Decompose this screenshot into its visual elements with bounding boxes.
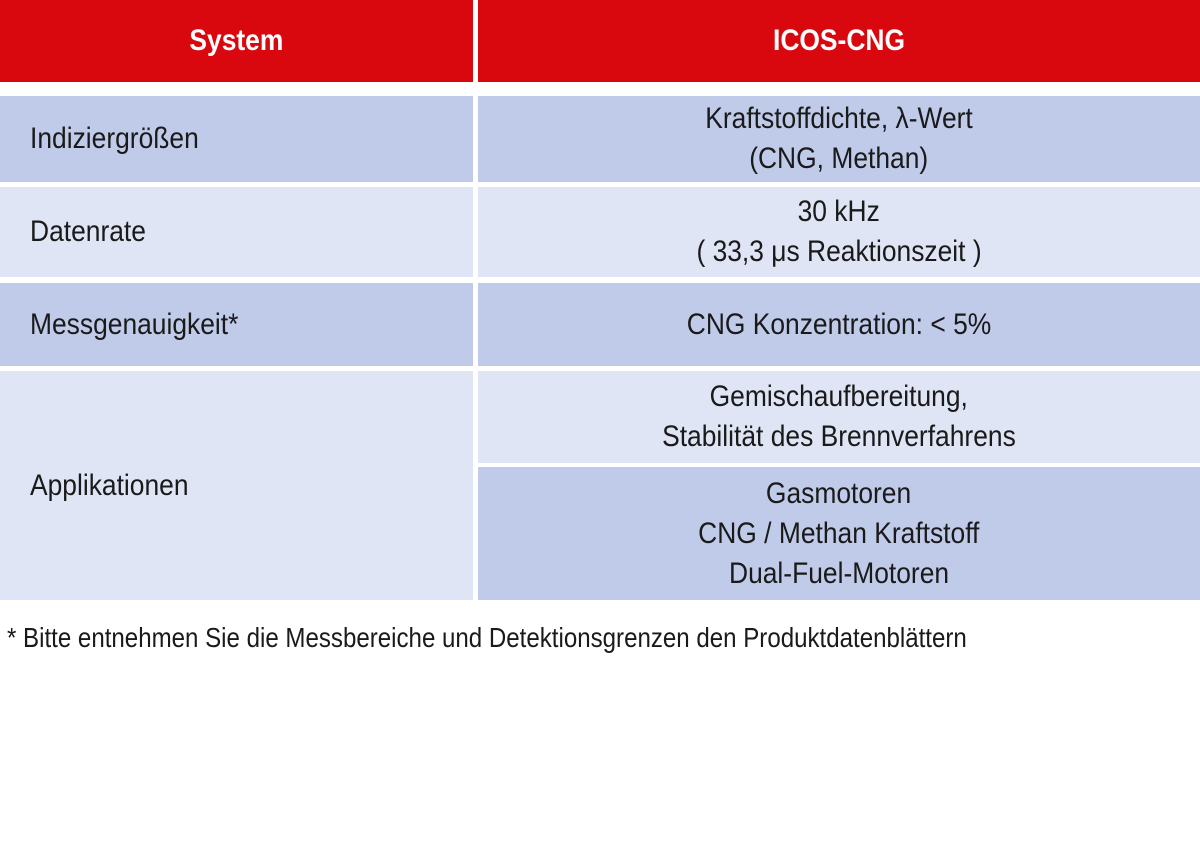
row-indizier-value: Kraftstoffdichte, λ-Wert (CNG, Methan) bbox=[478, 96, 1200, 182]
row-genauigkeit-label: Messgenauigkeit* bbox=[0, 283, 473, 366]
footnote: * Bitte entnehmen Sie die Messbereiche u… bbox=[7, 622, 967, 653]
header-system: System bbox=[0, 0, 473, 82]
header-system-label: System bbox=[189, 24, 284, 57]
header-product-label: ICOS-CNG bbox=[773, 24, 905, 57]
row-applikationen-value-2: Gasmotoren CNG / Methan Kraftstoff Dual-… bbox=[478, 467, 1200, 600]
header-product: ICOS-CNG bbox=[478, 0, 1200, 82]
row-applikationen-label: Applikationen bbox=[0, 371, 473, 600]
row-indizier-label: Indiziergrößen bbox=[0, 96, 473, 182]
row-applikationen-value-1: Gemischaufbereitung, Stabilität des Bren… bbox=[478, 371, 1200, 463]
row-genauigkeit-value: CNG Konzentration: < 5% bbox=[478, 283, 1200, 366]
row-datenrate-value: 30 kHz ( 33,3 μs Reaktionszeit ) bbox=[478, 187, 1200, 277]
row-datenrate-label: Datenrate bbox=[0, 187, 473, 277]
